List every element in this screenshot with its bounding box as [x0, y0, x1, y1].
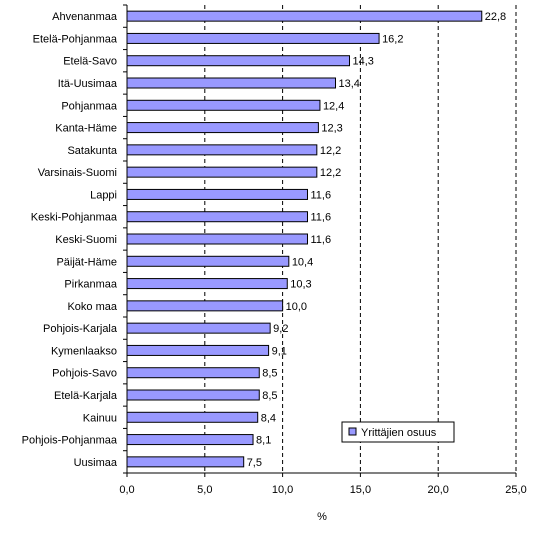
legend-label: Yrittäjien osuus	[361, 427, 437, 439]
bar	[126, 456, 245, 468]
bar	[126, 233, 308, 245]
category-label: Kainuu	[83, 412, 117, 424]
value-labels: 22,8 16,2 14,3 13,4 12,4 12,3 12,2 12,2 11,6 11,6…	[247, 11, 506, 469]
bar	[126, 322, 271, 334]
category-label: Kymenlaakso	[51, 345, 117, 357]
category-label: Keski-Suomi	[55, 234, 117, 246]
category-label: Keski-Pohjanmaa	[31, 212, 118, 224]
bar	[126, 122, 319, 134]
bar	[126, 188, 308, 200]
bar	[126, 55, 351, 67]
bar	[126, 99, 321, 111]
data-label: 11,6	[310, 212, 331, 224]
category-label: Ahvenanmaa	[52, 11, 118, 23]
x-tick-label: 10,0	[272, 484, 293, 496]
category-labels: Ahvenanmaa Etelä-Pohjanmaa Etelä-Savo Itä-U…	[22, 11, 118, 469]
data-label: 12,3	[321, 123, 342, 135]
category-label: Pohjois-Karjala	[43, 323, 118, 335]
category-label: Uusimaa	[74, 457, 118, 469]
data-label: 10,0	[286, 301, 307, 313]
data-label: 8,5	[262, 368, 277, 380]
bar	[126, 411, 259, 423]
bar	[126, 434, 254, 446]
data-label: 10,3	[290, 279, 311, 291]
data-label: 8,4	[261, 412, 276, 424]
data-label: 12,2	[320, 167, 341, 179]
bar	[126, 32, 380, 44]
bar	[126, 144, 318, 156]
data-label: 12,2	[320, 145, 341, 157]
bar	[126, 367, 260, 379]
bar	[126, 211, 308, 223]
category-label: Pohjois-Savo	[52, 368, 117, 380]
x-axis-title: %	[317, 511, 327, 523]
category-label: Itä-Uusimaa	[58, 78, 118, 90]
data-label: 13,4	[339, 78, 360, 90]
data-label: 7,5	[247, 457, 262, 469]
legend-swatch	[348, 427, 357, 436]
bars	[126, 10, 483, 468]
data-label: 8,5	[262, 390, 277, 402]
category-label: Koko maa	[67, 301, 117, 313]
x-tick-label: 15,0	[350, 484, 371, 496]
data-label: 12,4	[323, 100, 344, 112]
x-tick-label: 20,0	[427, 484, 448, 496]
category-label: Lappi	[90, 189, 117, 201]
data-label: 9,1	[272, 345, 287, 357]
bar	[126, 255, 290, 267]
bar	[126, 300, 284, 312]
bar	[126, 344, 270, 356]
data-label: 16,2	[382, 33, 403, 45]
legend-box	[341, 421, 455, 443]
bar	[126, 389, 260, 401]
x-tick-label: 5,0	[197, 484, 212, 496]
category-label: Varsinais-Suomi	[38, 167, 117, 179]
legend: Yrittäjien osuus	[341, 421, 455, 443]
bar	[126, 166, 318, 178]
category-label: Pohjanmaa	[61, 100, 118, 112]
data-label: 10,4	[292, 256, 313, 268]
bar	[126, 278, 288, 290]
category-label: Etelä-Savo	[63, 56, 117, 68]
category-label: Pohjois-Pohjanmaa	[22, 435, 118, 447]
data-label: 14,3	[353, 56, 374, 68]
data-label: 8,1	[256, 435, 271, 447]
x-tick-label: 0,0	[119, 484, 134, 496]
category-label: Kanta-Häme	[55, 123, 117, 135]
x-tick-label: 25,0	[505, 484, 526, 496]
category-label: Etelä-Karjala	[54, 390, 118, 402]
category-label: Pirkanmaa	[64, 279, 117, 291]
data-label: 11,6	[310, 234, 331, 246]
data-label: 9,2	[273, 323, 288, 335]
category-label: Satakunta	[67, 145, 117, 157]
bar	[126, 77, 337, 89]
category-label: Päijät-Häme	[56, 256, 117, 268]
data-label: 22,8	[485, 11, 506, 23]
category-label: Etelä-Pohjanmaa	[33, 33, 118, 45]
data-label: 11,6	[310, 189, 331, 201]
bar	[126, 10, 483, 22]
x-tick-labels: 0,0 5,0 10,0 15,0 20,0 25,0	[119, 484, 526, 496]
